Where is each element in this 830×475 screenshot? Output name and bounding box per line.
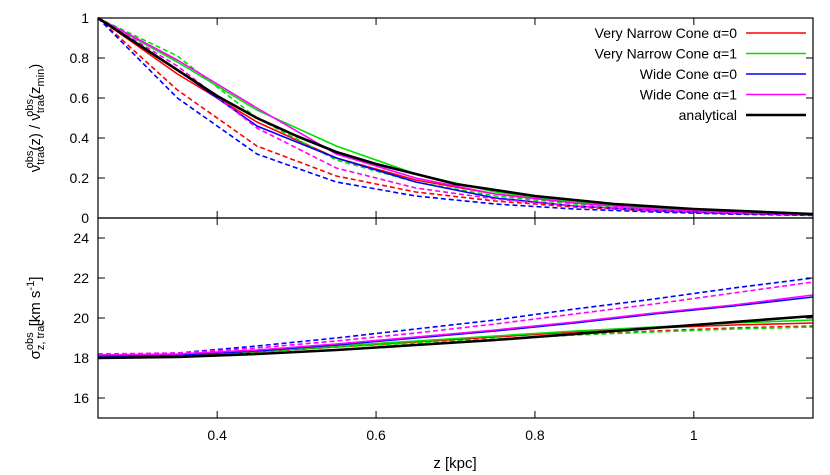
top-y-tick-label: 0.6 xyxy=(70,90,90,106)
top-series-line-8 xyxy=(97,16,814,216)
bottom-y-tick-label: 22 xyxy=(73,270,89,286)
bottom-series-line-4 xyxy=(97,296,814,357)
top-y-tick-label: 0.4 xyxy=(70,130,90,146)
x-tick-label: 1 xyxy=(690,427,698,443)
legend-label: Wide Cone α=0 xyxy=(640,66,737,82)
top-y-tick-label: 0 xyxy=(81,210,89,226)
legend-label: Very Narrow Cone α=0 xyxy=(595,25,738,41)
top-series-line-5 xyxy=(97,17,814,217)
top-y-tick-label: 0.2 xyxy=(70,170,90,186)
bottom-series-line-6 xyxy=(97,294,814,356)
top-y-tick-label: 1 xyxy=(81,10,89,26)
bottom-y-tick-label: 16 xyxy=(73,390,89,406)
bottom-series-line-8 xyxy=(97,314,814,360)
x-tick-label: 0.8 xyxy=(525,427,545,443)
legend: Very Narrow Cone α=0 Very Narrow Cone α=1… xyxy=(595,25,806,123)
bottom-series-line-3 xyxy=(98,326,814,356)
x-tick-label: 0.6 xyxy=(366,427,386,443)
bottom-plot-frame xyxy=(97,217,814,419)
legend-label: Very Narrow Cone α=1 xyxy=(595,46,738,62)
x-tick-label: 0.4 xyxy=(207,427,227,443)
bottom-panel: 16 18 20 22 24 0.4 0.6 0.8 1 xyxy=(73,217,814,443)
top-y-tick-label: 0.8 xyxy=(70,50,90,66)
top-y-axis-label: νtracobs(z) / νtracobs(zmin) xyxy=(24,64,47,172)
bottom-y-tick-label: 20 xyxy=(73,310,89,326)
bottom-y-tick-label: 18 xyxy=(73,350,89,366)
bottom-series-line-1 xyxy=(98,325,814,355)
bottom-y-tick-label: 24 xyxy=(73,230,89,246)
bottom-y-axis-label: σz, tracobs[km s-1] xyxy=(24,277,47,360)
legend-label: Wide Cone α=1 xyxy=(640,87,737,103)
legend-label: analytical xyxy=(679,107,737,123)
top-series-line-6 xyxy=(97,17,814,216)
x-axis-label: z [kpc] xyxy=(433,455,476,472)
